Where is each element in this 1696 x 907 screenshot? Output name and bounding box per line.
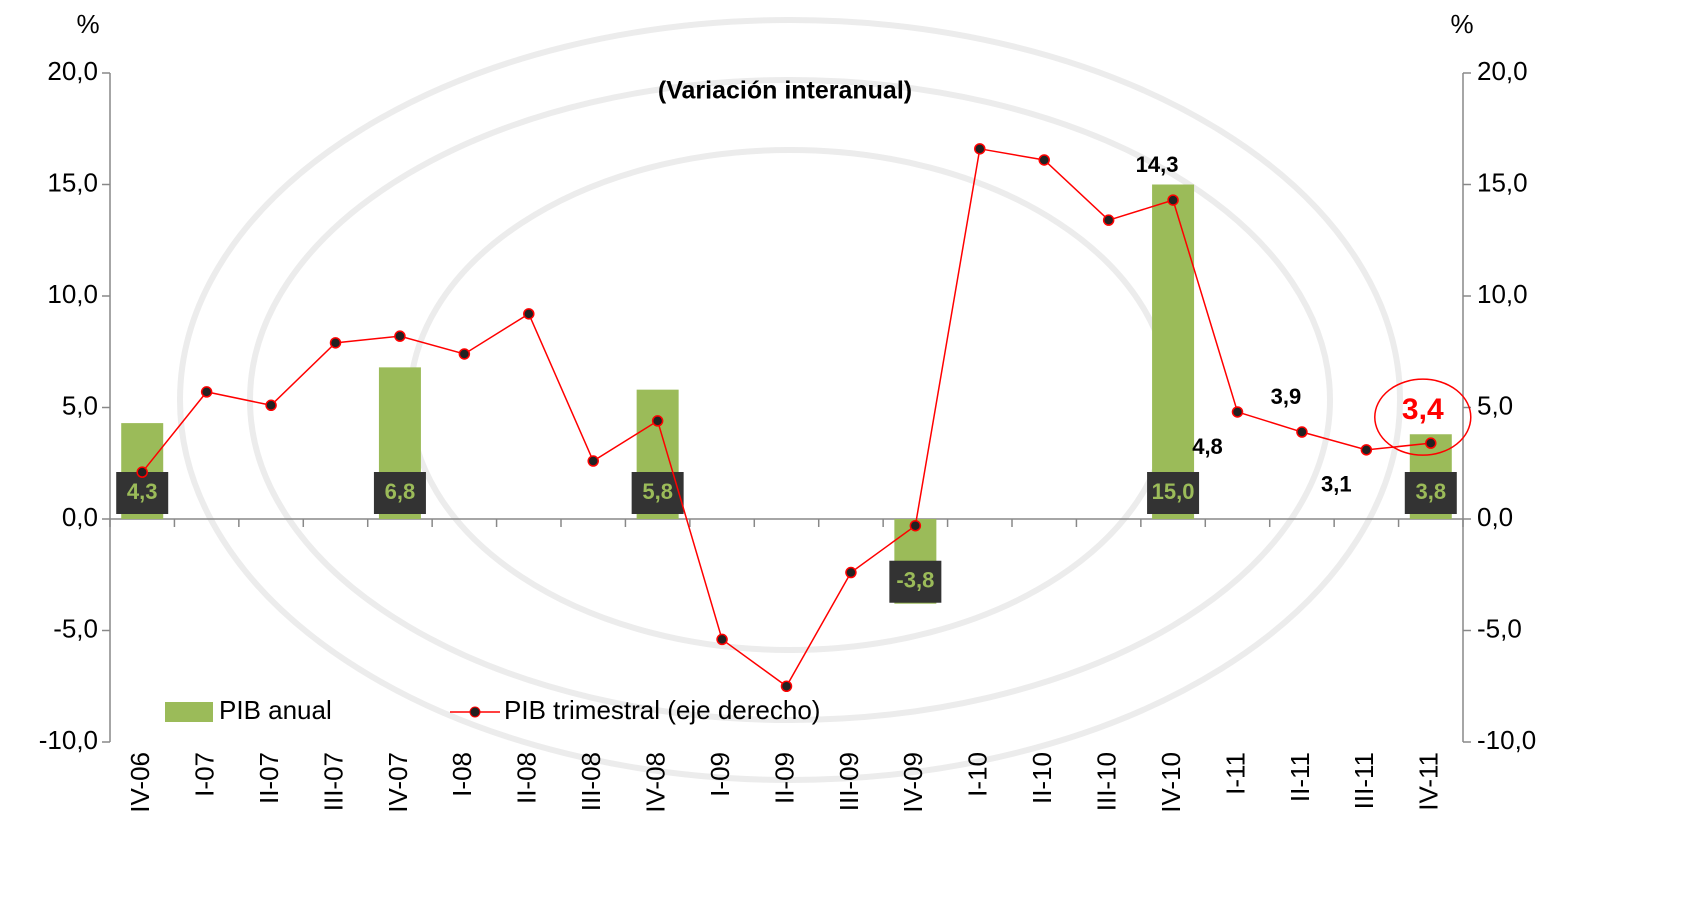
y-tick-label: 15,0 xyxy=(47,167,98,197)
line-point xyxy=(651,415,664,427)
y2-tick-label: 0,0 xyxy=(1477,502,1513,532)
x-tick-label: III-10 xyxy=(1092,752,1122,811)
x-tick-label: IV-06 xyxy=(125,752,155,813)
data-label: 6,8 xyxy=(385,479,416,504)
x-tick-label: IV-10 xyxy=(1156,752,1186,813)
line-point xyxy=(1231,406,1244,418)
data-label-box xyxy=(1147,472,1200,514)
data-label: 15,0 xyxy=(1152,479,1195,504)
x-tick-label: I-09 xyxy=(705,752,735,797)
line-point xyxy=(845,566,857,579)
data-label-box xyxy=(116,472,169,514)
line-point xyxy=(458,348,471,360)
data-label: 4,3 xyxy=(127,479,158,504)
line-point xyxy=(523,308,535,320)
legend-swatch xyxy=(165,702,213,722)
x-tick-label: II-08 xyxy=(512,752,542,804)
y-tick-label: 20,0 xyxy=(47,56,98,86)
line-point xyxy=(780,680,793,692)
data-label: 14,3 xyxy=(1136,152,1179,177)
data-label-box xyxy=(889,560,942,603)
y-tick-label: 5,0 xyxy=(62,390,98,420)
line-point xyxy=(716,633,728,646)
x-tick-label: IV-07 xyxy=(383,752,413,813)
y2-tick-label: 15,0 xyxy=(1477,167,1528,197)
data-label: 3,4 xyxy=(1402,393,1444,426)
x-tick-label: III-11 xyxy=(1349,752,1379,809)
bar xyxy=(1152,184,1195,519)
legend-label: PIB trimestral (eje derecho) xyxy=(504,695,820,725)
line-point xyxy=(1102,214,1115,226)
line-point xyxy=(909,519,922,532)
x-tick-label: I-08 xyxy=(447,752,477,797)
line-point xyxy=(200,386,213,398)
data-label: 5,8 xyxy=(642,479,673,504)
data-label: 3,8 xyxy=(1415,479,1446,504)
highlight-circle xyxy=(1374,378,1472,456)
line-point xyxy=(1296,426,1308,438)
data-label: 4,8 xyxy=(1192,434,1223,459)
x-tick-label: II-10 xyxy=(1027,752,1057,804)
line-point xyxy=(1425,437,1437,449)
data-label: 3,1 xyxy=(1321,472,1352,497)
y-tick-label: -10,0 xyxy=(39,725,98,755)
legend-swatch xyxy=(469,706,481,718)
x-tick-label: II-07 xyxy=(254,752,284,804)
y2-tick-label: -5,0 xyxy=(1477,613,1522,643)
y2-tick-label: 20,0 xyxy=(1477,56,1528,86)
x-tick-label: IV-08 xyxy=(641,752,671,813)
line-point xyxy=(136,466,148,478)
line-point xyxy=(329,337,342,349)
y2-tick-label: 10,0 xyxy=(1477,279,1528,309)
line-point xyxy=(1038,154,1050,166)
x-tick-label: II-11 xyxy=(1285,752,1315,802)
data-label-box xyxy=(1404,472,1457,514)
line-point xyxy=(1360,444,1373,456)
y-tick-label: 10,0 xyxy=(47,279,98,309)
x-tick-label: IV-11 xyxy=(1414,752,1444,811)
x-tick-label: II-09 xyxy=(769,752,799,804)
watermark xyxy=(177,17,1403,783)
x-tick-label: III-07 xyxy=(318,752,348,811)
x-tick-label: IV-09 xyxy=(898,752,928,813)
y2-tick-label: 5,0 xyxy=(1477,390,1513,420)
y-tick-label: 0,0 xyxy=(62,502,98,532)
y-tick-label: -5,0 xyxy=(53,613,98,643)
line-point xyxy=(974,143,986,155)
line-point xyxy=(394,330,406,342)
x-tick-label: III-08 xyxy=(576,752,606,811)
data-label: 3,9 xyxy=(1271,384,1302,409)
y2-tick-label: -10,0 xyxy=(1477,725,1536,755)
line-point xyxy=(587,455,599,467)
line-point xyxy=(1167,194,1179,206)
legend-label: PIB anual xyxy=(219,695,332,725)
y2-unit: % xyxy=(1450,9,1473,39)
data-label: -3,8 xyxy=(896,568,934,593)
x-tick-label: I-10 xyxy=(963,752,993,797)
x-tick-label: III-09 xyxy=(834,752,864,811)
line-point xyxy=(265,399,277,412)
x-tick-label: I-07 xyxy=(190,752,220,797)
y-unit: % xyxy=(76,9,99,39)
data-label-box xyxy=(373,472,426,514)
x-tick-label: I-11 xyxy=(1220,752,1250,795)
chart-title: (Variación interanual) xyxy=(658,77,912,105)
